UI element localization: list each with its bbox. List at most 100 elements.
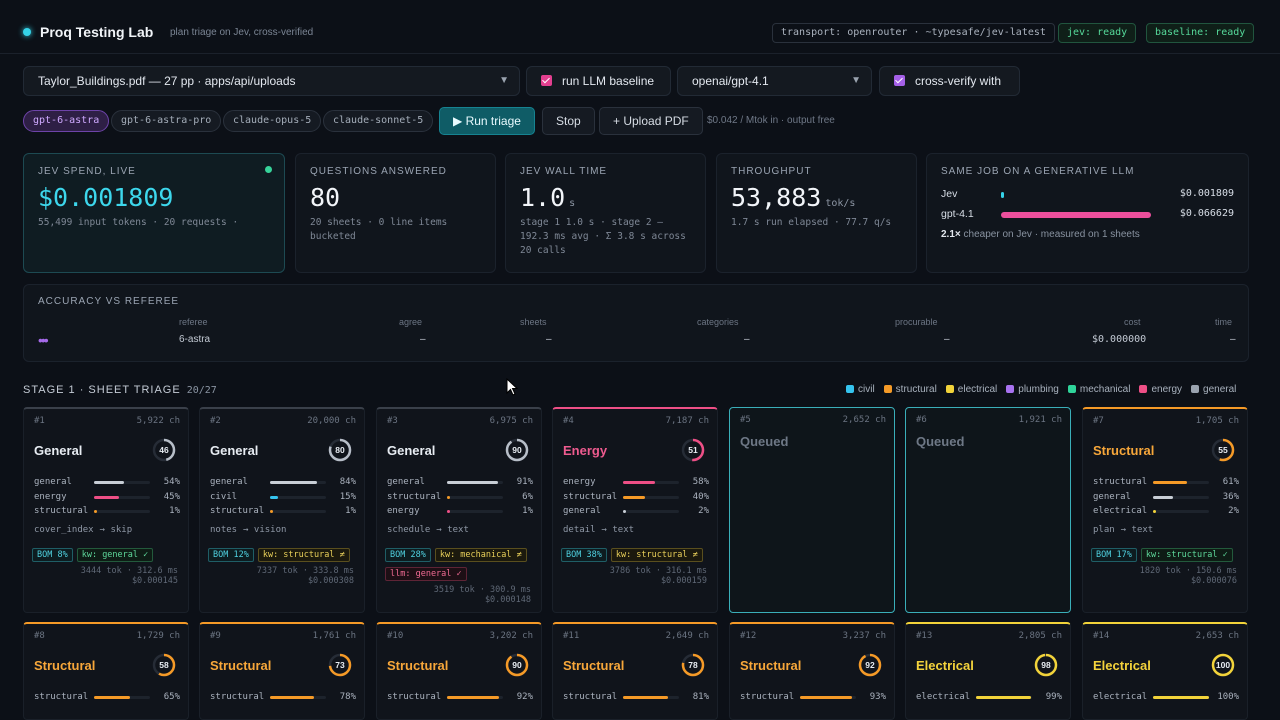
score-bar-fill xyxy=(447,481,498,484)
jev-wall-time-unit: s xyxy=(569,198,576,209)
confidence-ring-icon xyxy=(858,653,882,677)
tag-badge: kw: structural ≠ xyxy=(257,548,350,562)
score-row-name: structural xyxy=(387,491,442,502)
baseline-model-select[interactable]: openai/gpt-4.1 ▼ xyxy=(677,66,872,96)
score-row-name: structural xyxy=(34,692,89,702)
sheet-card[interactable]: #13 2,805 ch Electrical 98 electrical 99% xyxy=(905,622,1071,720)
model-chip-claude-opus-5[interactable]: claude-opus-5 xyxy=(223,110,322,132)
tag-list: BOM 12% kw: structural ≠ xyxy=(208,543,360,562)
cross-verify-toggle[interactable]: cross-verify with xyxy=(879,66,1020,96)
legend-swatch-icon xyxy=(945,385,954,393)
confidence-ring-fill xyxy=(505,653,529,677)
score-row-name: electrical xyxy=(1093,506,1148,516)
score-row-name: energy xyxy=(563,477,596,487)
sheet-card[interactable]: #5 2,652 ch Queued xyxy=(729,407,895,613)
confidence-ring-icon xyxy=(681,438,705,462)
checkbox-checked-icon[interactable] xyxy=(541,75,552,86)
sheet-index: #14 xyxy=(1093,631,1110,641)
score-bar-track xyxy=(800,696,856,699)
upload-pdf-button[interactable]: + Upload PDF xyxy=(599,107,703,135)
route-target: → text xyxy=(436,525,469,535)
loading-dots-icon: ••• xyxy=(38,332,49,348)
score-row-name: energy xyxy=(387,506,420,516)
score-rows: electrical 100% xyxy=(1093,691,1239,706)
card-footer: 3519 tok · 300.9 ms $0.000148 xyxy=(434,585,531,605)
score-rows: structural 61% general 36% electrical 2% xyxy=(1093,476,1239,520)
baseline-toggle[interactable]: run LLM baseline xyxy=(526,66,671,96)
sheet-char-count: 3,237 ch xyxy=(842,631,886,641)
score-bar-fill xyxy=(1153,696,1209,699)
queued-label: Queued xyxy=(916,434,965,449)
stop-button[interactable]: Stop xyxy=(542,107,595,135)
score-bar-track xyxy=(94,510,150,513)
sheet-card[interactable]: #4 7,187 ch Energy 51 energy 58% structural 40%… xyxy=(552,407,718,613)
sheet-char-count: 6,975 ch xyxy=(489,416,533,426)
live-dot-icon xyxy=(265,166,272,173)
compare-bar-fill xyxy=(1001,212,1151,218)
score-bar-track xyxy=(623,510,679,513)
card-footer: 3444 tok · 312.6 ms $0.000145 xyxy=(81,566,178,586)
checkbox-checked-icon[interactable] xyxy=(894,75,905,86)
sheet-char-count: 2,649 ch xyxy=(665,631,709,641)
sheet-char-count: 3,202 ch xyxy=(489,631,533,641)
score-row: structural 93% xyxy=(740,691,886,706)
sheet-index: #1 xyxy=(34,416,45,426)
score-rows: general 91% structural 6% energy 1% xyxy=(387,476,533,520)
score-row-name: general xyxy=(563,506,601,516)
sheet-card[interactable]: #7 1,705 ch Structural 55 structural 61% gener… xyxy=(1082,407,1248,613)
score-row: structural 1% xyxy=(210,505,356,520)
sheet-category: General xyxy=(210,443,259,458)
sheet-card[interactable]: #6 1,921 ch Queued xyxy=(905,407,1071,613)
sheet-card[interactable]: #11 2,649 ch Structural 78 structural 81% xyxy=(552,622,718,720)
jev-wall-time-card: JEV WALL TIME 1.0 s stage 1 1.0 s · stage… xyxy=(505,153,706,273)
score-bar-track xyxy=(270,495,326,499)
score-bar-fill xyxy=(623,495,646,499)
live-status-dot-icon xyxy=(23,28,31,36)
sheet-type: cover_index xyxy=(34,525,94,535)
throughput-value-row: 53,883 tok/s xyxy=(731,183,902,212)
mouse-cursor-icon xyxy=(506,377,519,396)
sheet-card[interactable]: #14 2,653 ch Electrical 100 electrical 100% xyxy=(1082,622,1248,720)
score-row: general 2% xyxy=(563,505,709,520)
sheet-card[interactable]: #10 3,202 ch Structural 90 structural 92% xyxy=(376,622,542,720)
score-bar-fill xyxy=(270,495,279,499)
route-info: cover_index → skip xyxy=(34,525,132,535)
model-chip-gpt-6-astra[interactable]: gpt-6-astra xyxy=(23,110,110,132)
legend-item-electrical: electrical xyxy=(945,384,997,395)
cross-verify-label: cross-verify with xyxy=(915,74,1002,88)
compare-row: Jev $0.001809 xyxy=(941,185,1234,205)
legend-item-structural: structural xyxy=(883,384,937,395)
sheet-card[interactable]: #3 6,975 ch General 90 general 91% structural 6… xyxy=(376,407,542,613)
score-bar-fill xyxy=(623,510,626,513)
app-subtitle: plan triage on Jev, cross-verified xyxy=(170,27,314,38)
sheet-card[interactable]: #8 1,729 ch Structural 58 structural 65% xyxy=(23,622,189,720)
tag-badge: BOM 28% xyxy=(385,548,431,562)
score-row-name: general xyxy=(210,477,248,487)
sheet-card[interactable]: #12 3,237 ch Structural 92 structural 93% xyxy=(729,622,895,720)
score-row-name: general xyxy=(387,477,425,487)
run-triage-button[interactable]: ▶ Run triage xyxy=(439,107,535,135)
sheet-card[interactable]: #9 1,761 ch Structural 73 structural 78% xyxy=(199,622,365,720)
file-select[interactable]: Taylor_Buildings.pdf — 27 pp · apps/api/… xyxy=(23,66,520,96)
sheet-category: Energy xyxy=(563,443,608,458)
compare-multiplier: 2.1× xyxy=(941,229,961,240)
legend-swatch-icon xyxy=(1006,385,1015,393)
score-row-name: structural xyxy=(387,692,442,702)
score-row-pct: 2% xyxy=(698,506,709,516)
footer-tokens-time: 3519 tok · 300.9 ms xyxy=(433,585,531,595)
score-row-name: structural xyxy=(563,491,618,502)
confidence-ring-icon xyxy=(681,653,705,677)
sheet-char-count: 2,652 ch xyxy=(842,415,886,425)
compare-note-text: cheaper on Jev · measured on 1 sheets xyxy=(963,229,1140,240)
sheet-card[interactable]: #2 20,000 ch General 80 general 84% civil 15% st… xyxy=(199,407,365,613)
score-rows: energy 58% structural 40% general 2% xyxy=(563,476,709,520)
legend-item-general: general xyxy=(1191,384,1236,395)
model-chip-gpt-6-astra-pro[interactable]: gpt-6-astra-pro xyxy=(111,110,222,132)
model-chip-claude-sonnet-5[interactable]: claude-sonnet-5 xyxy=(323,110,434,132)
score-bar-track xyxy=(270,510,326,513)
stage-title: STAGE 1 · SHEET TRIAGE xyxy=(23,384,181,396)
sheet-card[interactable]: #1 5,922 ch General 46 general 54% energy 45% st… xyxy=(23,407,189,613)
tag-badge: kw: structural ✓ xyxy=(1140,548,1233,562)
footer-cost: $0.000159 xyxy=(660,576,707,586)
compare-row: gpt-4.1 $0.066629 xyxy=(941,205,1234,225)
